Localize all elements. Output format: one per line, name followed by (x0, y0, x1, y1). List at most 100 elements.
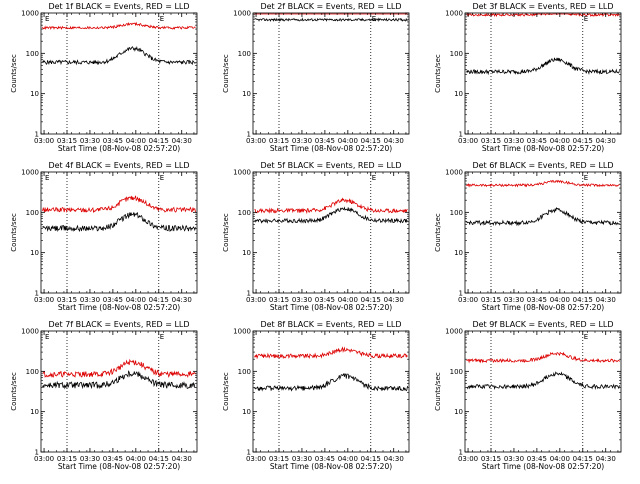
x-tick-label: 03:15 (269, 455, 289, 463)
x-tick-label: 03:15 (57, 296, 77, 304)
x-tick-label: 03:15 (481, 455, 501, 463)
plot-frame (464, 171, 622, 294)
y-tick-label: 100 (238, 368, 251, 376)
plot-frame (40, 171, 198, 294)
event-marker: E (584, 174, 588, 182)
y-axis-label: Counts/sec (434, 213, 442, 252)
series-lld (42, 358, 196, 378)
y-tick-label: 1 (247, 449, 251, 457)
y-tick-label: 1000 (233, 169, 251, 177)
x-tick-label: 03:30 (292, 455, 312, 463)
x-tick-label: 04:30 (172, 137, 192, 145)
series-events (42, 46, 196, 66)
series-lld (466, 179, 620, 188)
series-lld (254, 197, 408, 215)
y-tick-label: 1000 (445, 169, 463, 177)
x-axis-label: Start Time (08-Nov-08 02:57:20) (270, 303, 392, 312)
x-tick-label: 03:15 (269, 296, 289, 304)
x-tick-label: 03:00 (34, 296, 54, 304)
x-tick-label: 03:45 (103, 296, 123, 304)
panel-title: Det 9f BLACK = Events, RED = LLD (472, 320, 613, 329)
event-marker: E (160, 15, 164, 23)
x-tick-label: 04:15 (573, 455, 593, 463)
y-tick-label: 100 (26, 50, 39, 58)
x-tick-label: 04:30 (384, 137, 404, 145)
series-events (466, 207, 620, 227)
x-axis-label: Start Time (08-Nov-08 02:57:20) (482, 144, 604, 153)
y-tick-label: 100 (26, 209, 39, 217)
y-tick-label: 100 (26, 368, 39, 376)
x-tick-label: 04:00 (126, 296, 146, 304)
y-tick-label: 10 (454, 408, 463, 416)
series-events (466, 57, 620, 76)
x-tick-label: 04:15 (361, 296, 381, 304)
series-lld (466, 12, 620, 18)
plot-frame (464, 12, 622, 135)
x-tick-label: 04:00 (550, 455, 570, 463)
y-tick-label: 1000 (445, 328, 463, 336)
y-tick-label: 100 (450, 50, 463, 58)
x-tick-label: 03:45 (315, 137, 335, 145)
x-tick-label: 03:30 (80, 296, 100, 304)
x-tick-label: 03:30 (504, 137, 524, 145)
y-tick-label: 10 (30, 249, 39, 257)
y-tick-label: 100 (238, 209, 251, 217)
x-tick-label: 04:15 (149, 296, 169, 304)
y-tick-label: 1 (459, 290, 463, 298)
y-tick-label: 10 (454, 249, 463, 257)
y-tick-label: 100 (450, 209, 463, 217)
y-tick-label: 1000 (21, 328, 39, 336)
y-tick-label: 100 (238, 50, 251, 58)
x-tick-label: 04:00 (126, 455, 146, 463)
panel-det-2f: Det 2f BLACK = Events, RED = LLD 1 10 100 10… (222, 2, 410, 153)
x-tick-label: 04:00 (126, 137, 146, 145)
y-tick-label: 10 (30, 408, 39, 416)
y-tick-label: 10 (242, 408, 251, 416)
panel-title: Det 6f BLACK = Events, RED = LLD (472, 161, 613, 170)
series-events (42, 370, 196, 390)
panel-title: Det 1f BLACK = Events, RED = LLD (48, 2, 189, 11)
x-tick-label: 04:30 (172, 296, 192, 304)
panel-det-3f: Det 3f BLACK = Events, RED = LLD 1 10 100 10… (434, 2, 622, 153)
y-tick-label: 10 (30, 90, 39, 98)
x-axis-label: Start Time (08-Nov-08 02:57:20) (270, 144, 392, 153)
y-tick-label: 1000 (21, 169, 39, 177)
y-tick-label: 10 (242, 249, 251, 257)
x-tick-label: 03:30 (504, 455, 524, 463)
plot-frame (252, 171, 410, 294)
panel-title: Det 8f BLACK = Events, RED = LLD (260, 320, 401, 329)
x-tick-label: 04:15 (149, 455, 169, 463)
panel-det-9f: Det 9f BLACK = Events, RED = LLD 1 10 100 10… (434, 320, 622, 471)
x-tick-label: 03:15 (481, 296, 501, 304)
panel-det-8f: Det 8f BLACK = Events, RED = LLD 1 10 100 10… (222, 320, 410, 471)
y-tick-label: 10 (242, 90, 251, 98)
panel-det-5f: Det 5f BLACK = Events, RED = LLD 1 10 100 10… (222, 161, 410, 312)
x-axis-label: Start Time (08-Nov-08 02:57:20) (270, 462, 392, 471)
x-tick-label: 04:15 (149, 137, 169, 145)
event-marker: E (160, 174, 164, 182)
y-tick-label: 1 (35, 290, 39, 298)
x-tick-label: 03:45 (315, 455, 335, 463)
x-tick-label: 03:15 (481, 137, 501, 145)
x-axis-label: Start Time (08-Nov-08 02:57:20) (58, 462, 180, 471)
y-tick-label: 100 (450, 368, 463, 376)
x-tick-label: 03:30 (292, 296, 312, 304)
y-tick-label: 1 (247, 131, 251, 139)
x-tick-label: 04:00 (550, 296, 570, 304)
y-axis-label: Counts/sec (434, 372, 442, 411)
y-axis-label: Counts/sec (222, 213, 230, 252)
y-axis-label: Counts/sec (10, 54, 18, 93)
event-marker: E (584, 15, 588, 23)
y-axis-label: Counts/sec (10, 372, 18, 411)
x-tick-label: 03:30 (292, 137, 312, 145)
x-axis-label: Start Time (08-Nov-08 02:57:20) (482, 303, 604, 312)
panel-title: Det 5f BLACK = Events, RED = LLD (260, 161, 401, 170)
x-tick-label: 04:30 (596, 137, 616, 145)
y-tick-label: 10 (454, 90, 463, 98)
event-marker: E (45, 333, 49, 341)
x-tick-label: 03:30 (80, 455, 100, 463)
x-axis-label: Start Time (08-Nov-08 02:57:20) (58, 144, 180, 153)
y-axis-label: Counts/sec (222, 372, 230, 411)
y-tick-label: 1000 (233, 10, 251, 18)
x-tick-label: 04:30 (596, 296, 616, 304)
